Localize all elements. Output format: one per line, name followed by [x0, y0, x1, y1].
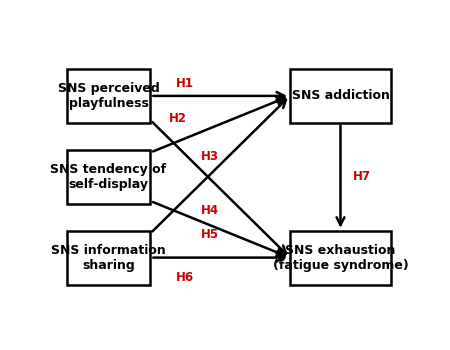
FancyBboxPatch shape	[67, 231, 150, 285]
Text: H5: H5	[201, 228, 219, 241]
Text: SNS perceived
playfulness: SNS perceived playfulness	[58, 82, 159, 110]
Text: H1: H1	[176, 77, 194, 90]
Text: SNS tendency of
self-display: SNS tendency of self-display	[50, 163, 166, 191]
Text: SNS information
sharing: SNS information sharing	[51, 244, 166, 272]
FancyBboxPatch shape	[67, 150, 150, 204]
Text: H3: H3	[201, 150, 219, 163]
Text: SNS exhaustion
(fatigue syndrome): SNS exhaustion (fatigue syndrome)	[273, 244, 408, 272]
Text: H6: H6	[176, 271, 194, 284]
Text: H2: H2	[169, 112, 187, 125]
Text: H4: H4	[201, 204, 219, 217]
Text: H7: H7	[352, 170, 370, 183]
FancyBboxPatch shape	[290, 69, 391, 123]
FancyBboxPatch shape	[67, 69, 150, 123]
Text: SNS addiction: SNS addiction	[292, 89, 389, 103]
FancyBboxPatch shape	[290, 231, 391, 285]
